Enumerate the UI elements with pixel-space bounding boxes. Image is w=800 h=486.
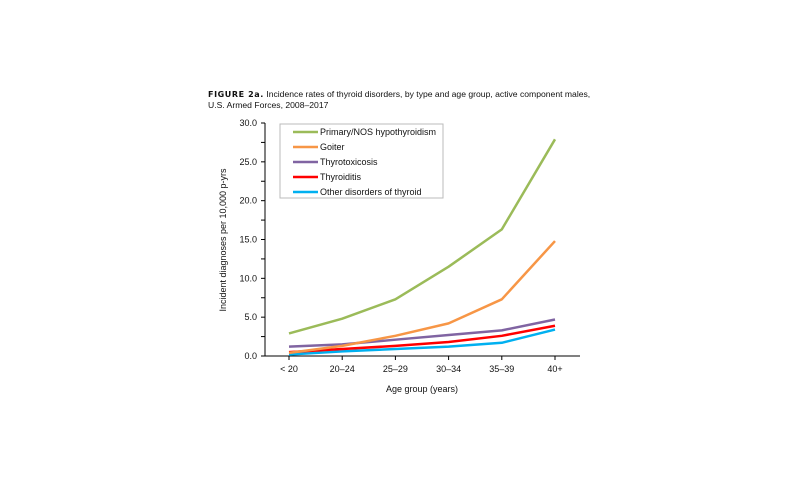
axes: 0.0 5.0 10.0 15.0 20.0 25.0 30.0 < 20 20–24 25–29… bbox=[239, 118, 580, 374]
legend-label: Goiter bbox=[320, 142, 345, 152]
legend: Primary/NOS hypothyroidism Goiter Thyrotox… bbox=[279, 123, 444, 199]
y-axis-label: Incident diagnoses per 10,000 p-yrs bbox=[218, 168, 228, 312]
series-line-1 bbox=[288, 240, 556, 355]
y-tick-label: 25.0 bbox=[239, 157, 257, 167]
figure-caption: Incidence rates of thyroid disorders, by… bbox=[208, 89, 591, 110]
x-tick-label: 40+ bbox=[547, 364, 562, 374]
x-tick-label: < 20 bbox=[280, 364, 298, 374]
legend-label: Primary/NOS hypothyroidism bbox=[320, 127, 436, 137]
series-line-4 bbox=[288, 328, 556, 356]
y-tick-label: 30.0 bbox=[239, 118, 257, 128]
y-tick-label: 0.0 bbox=[244, 351, 257, 361]
legend-label: Other disorders of thyroid bbox=[320, 187, 422, 197]
series-line-3 bbox=[288, 324, 556, 354]
figure-label: FIGURE 2a. bbox=[208, 90, 264, 99]
y-tick-label: 15.0 bbox=[239, 235, 257, 245]
y-tick-label: 5.0 bbox=[244, 312, 257, 322]
x-tick-label: 25–29 bbox=[383, 364, 408, 374]
y-tick-label: 20.0 bbox=[239, 196, 257, 206]
x-tick-label: 20–24 bbox=[330, 364, 355, 374]
y-tick-label: 10.0 bbox=[239, 273, 257, 283]
x-axis-label: Age group (years) bbox=[386, 384, 458, 394]
x-tick-label: 30–34 bbox=[436, 364, 461, 374]
legend-label: Thyroiditis bbox=[320, 172, 362, 182]
series-lines bbox=[288, 138, 557, 356]
chart-title: FIGURE 2a. Incidence rates of thyroid di… bbox=[208, 89, 608, 111]
x-tick-label: 35–39 bbox=[489, 364, 514, 374]
legend-label: Thyrotoxicosis bbox=[320, 157, 378, 167]
series-line-0 bbox=[288, 138, 557, 335]
series-line-2 bbox=[288, 318, 556, 348]
